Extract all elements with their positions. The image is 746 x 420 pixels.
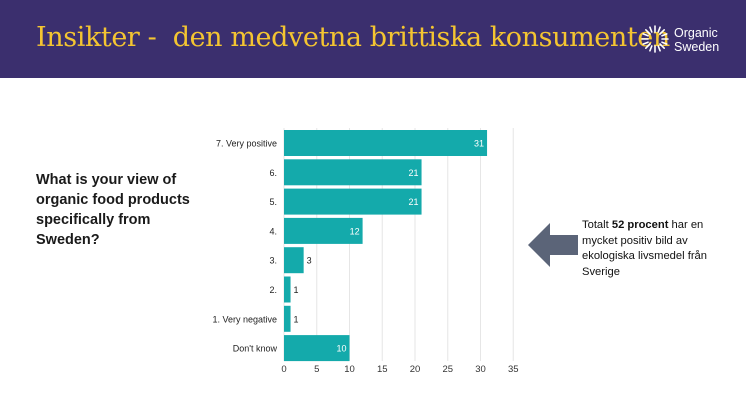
logo-line-1: Organic bbox=[674, 26, 718, 40]
logo-line-2: Sweden bbox=[674, 40, 720, 54]
x-tick-label: 35 bbox=[508, 364, 519, 375]
category-label: 3. bbox=[269, 256, 277, 266]
x-tick-label: 15 bbox=[377, 364, 388, 375]
bar bbox=[284, 188, 422, 215]
category-label: 1. Very negative bbox=[212, 314, 277, 324]
bar bbox=[284, 130, 488, 156]
survey-question: What is your view of organic food produc… bbox=[36, 172, 190, 248]
data-label: 21 bbox=[409, 197, 419, 207]
category-label: Don't know bbox=[233, 344, 278, 354]
sunburst-logo-icon bbox=[641, 25, 669, 53]
page-title: Insikter - den medvetna brittiska konsum… bbox=[36, 22, 670, 53]
x-tick-label: 30 bbox=[475, 364, 486, 375]
organic-sweden-logo: Organic Sweden bbox=[640, 24, 740, 56]
data-label: 31 bbox=[474, 139, 484, 149]
data-label: 3 bbox=[307, 256, 312, 266]
x-tick-label: 25 bbox=[442, 364, 453, 375]
category-label: 4. bbox=[269, 226, 277, 236]
bar bbox=[284, 247, 304, 274]
x-tick-label: 10 bbox=[344, 364, 355, 375]
bar bbox=[284, 276, 291, 303]
callout-prefix: Totalt bbox=[582, 219, 612, 231]
callout-arrow-shape bbox=[528, 223, 578, 267]
callout-text: Totalt 52 procent har en mycket positiv … bbox=[582, 218, 732, 280]
header-banner: Insikter - den medvetna brittiska konsum… bbox=[0, 0, 746, 78]
category-label: 5. bbox=[269, 197, 277, 207]
bar bbox=[284, 335, 350, 362]
callout-highlight: 52 procent bbox=[611, 219, 669, 231]
category-label: 6. bbox=[269, 168, 277, 178]
logo-text: Organic Sweden bbox=[674, 26, 719, 54]
category-label: 7. Very positive bbox=[216, 139, 277, 149]
data-label: 10 bbox=[336, 344, 346, 354]
data-label: 1 bbox=[294, 314, 299, 324]
bar bbox=[284, 217, 363, 244]
x-tick-label: 0 bbox=[281, 364, 286, 375]
data-label: 21 bbox=[409, 168, 419, 178]
data-label: 12 bbox=[350, 226, 360, 236]
callout-suffix: har en mycket positiv bild av ekologiska… bbox=[582, 219, 707, 278]
x-tick-label: 20 bbox=[410, 364, 421, 375]
bar bbox=[284, 159, 422, 186]
category-label: 2. bbox=[269, 285, 277, 295]
bar bbox=[284, 305, 291, 332]
x-tick-label: 5 bbox=[314, 364, 319, 375]
data-label: 1 bbox=[294, 285, 299, 295]
